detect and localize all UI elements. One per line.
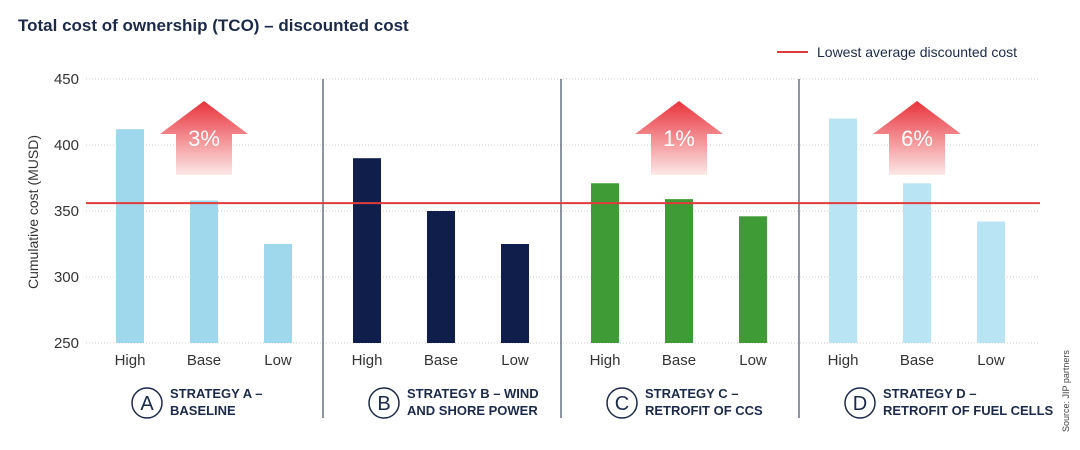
bar-b-base [427,211,455,343]
strategy-badge-letter: D [853,393,867,415]
strategy-label: BASELINE [170,403,236,418]
increase-arrow-icon [873,101,961,175]
strategy-badge-circle [131,387,163,419]
strategy-badge-circle [368,387,400,419]
strategy-label: STRATEGY A – [170,386,262,401]
bar-d-base [903,183,931,343]
category-label: Base [662,352,696,369]
bar-c-base [665,199,693,343]
strategy-label: STRATEGY C – [645,386,738,401]
category-label: High [352,352,383,369]
strategy-badge-circle [606,387,638,419]
bar-c-low [739,216,767,343]
chart-title: Total cost of ownership (TCO) – discount… [18,16,409,35]
category-label: High [115,352,146,369]
increase-arrow-icon [160,101,248,175]
strategy-label: RETROFIT OF FUEL CELLS [883,403,1054,418]
category-label: High [828,352,859,369]
legend: Lowest average discounted cost [777,44,1017,60]
y-tick-label: 450 [54,71,79,88]
strategy-label: STRATEGY D – [883,386,976,401]
category-label: Low [501,352,529,369]
strategy-label: STRATEGY B – WIND [407,386,539,401]
y-tick-label: 250 [54,335,79,352]
bar-a-low [264,244,292,343]
strategy-badge-letter: A [140,393,154,415]
y-tick-label: 350 [54,203,79,220]
category-label: Low [977,352,1005,369]
category-label: Base [424,352,458,369]
category-label: Low [739,352,767,369]
group-dividers [322,79,800,418]
increase-arrows: 3% 1% 6% [160,101,961,175]
bar-d-high [829,118,857,343]
strategy-label: AND SHORE POWER [407,403,538,418]
strategy-labels: A STRATEGY A – BASELINE B STRATEGY B – WIND A… [131,386,1054,419]
y-tick-label: 400 [54,137,79,154]
bar-a-base [190,200,218,343]
increase-arrow-icon [635,101,723,175]
y-tick-label: 300 [54,269,79,286]
strategy-label: RETROFIT OF CCS [645,403,763,418]
strategy-badge-letter: C [615,393,629,415]
legend-label: Lowest average discounted cost [817,44,1017,60]
increase-percent-label: 1% [663,126,695,151]
category-label: Low [264,352,292,369]
source-note: Source: JIP partners [1061,350,1071,432]
bar-d-low [977,221,1005,343]
gridlines [86,78,1040,344]
strategy-badge-letter: B [377,393,390,415]
bars [116,118,1005,343]
category-label: Base [187,352,221,369]
bar-c-high [591,183,619,343]
category-label: High [590,352,621,369]
bar-b-low [501,244,529,343]
strategy-badge-circle [844,387,876,419]
y-axis-ticks: 250 300 350 400 450 [54,71,79,352]
category-labels: High Base Low High Base Low High Base Low High Bas… [115,352,1005,369]
bar-b-high [353,158,381,343]
y-axis-label: Cumulative cost (MUSD) [25,135,41,289]
bar-a-high [116,129,144,343]
increase-percent-label: 3% [188,126,220,151]
increase-percent-label: 6% [901,126,933,151]
category-label: Base [900,352,934,369]
